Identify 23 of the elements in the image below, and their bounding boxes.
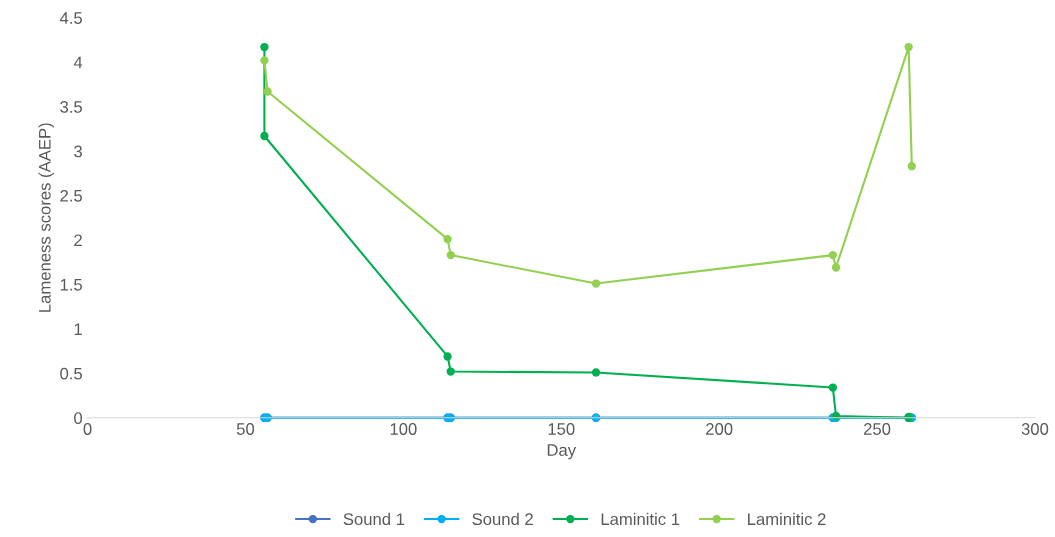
y-tick-label: 0.5 (60, 367, 83, 380)
y-axis-title: Lameness scores (AAEP) (38, 123, 54, 312)
y-tick-label: 4.5 (59, 12, 83, 24)
y-tick-label: 3 (74, 145, 82, 158)
y-tick-label: 4 (73, 56, 83, 69)
y-tick-label: 3.5 (60, 101, 83, 113)
legend-label: Sound 1 (343, 512, 405, 526)
y-tick-label: 0 (74, 412, 83, 424)
x-tick-label: 250 (863, 423, 891, 435)
x-tick-label: 150 (548, 423, 575, 435)
x-tick-label: 200 (706, 423, 733, 435)
x-tick-label: 0 (83, 423, 92, 435)
y-tick-label: 2 (74, 234, 82, 247)
legend-label: Sound 2 (472, 512, 533, 526)
legend-label: Laminitic 1 (601, 512, 680, 526)
y-tick-label: 1.5 (60, 279, 83, 291)
legend-label: Laminitic 2 (748, 512, 826, 526)
x-tick-label: 100 (390, 423, 417, 435)
x-tick-label: 300 (1021, 423, 1049, 435)
y-tick-label: 2.5 (60, 189, 83, 202)
x-tick-label: 50 (236, 423, 255, 435)
x-axis-title: Day (547, 444, 577, 460)
y-tick-label: 1 (74, 323, 82, 335)
